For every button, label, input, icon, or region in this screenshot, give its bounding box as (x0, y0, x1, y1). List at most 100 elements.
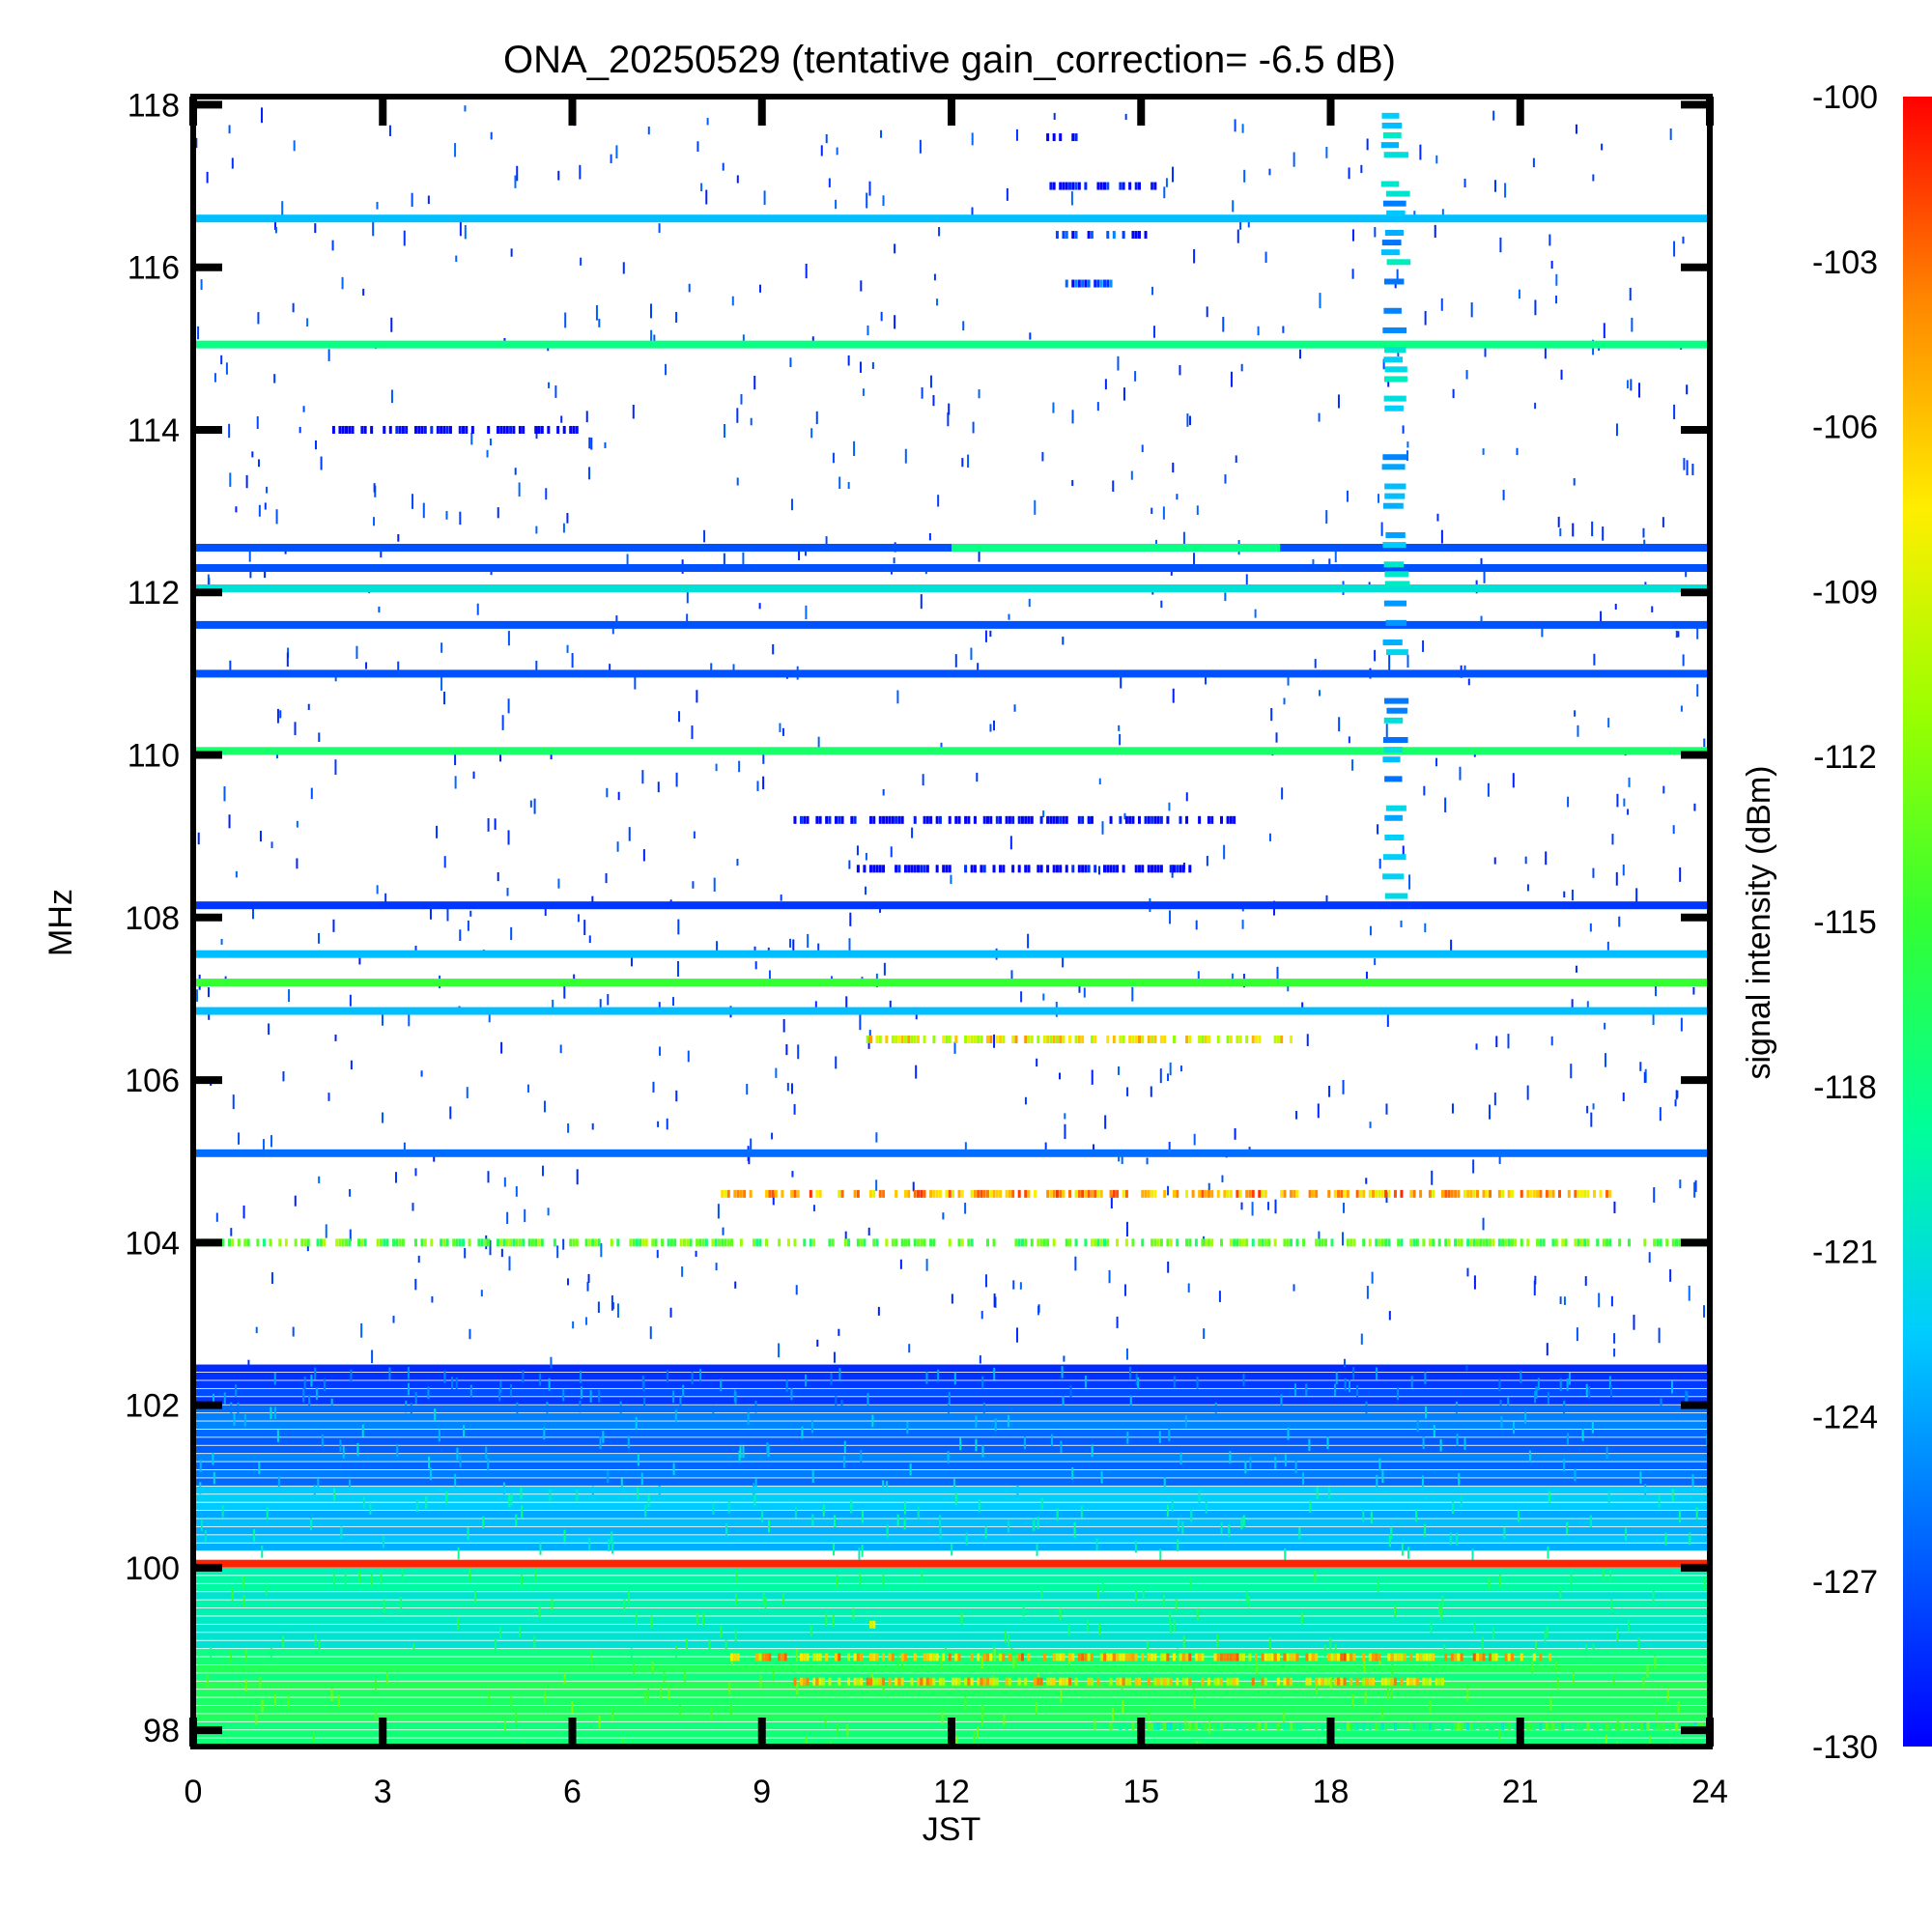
band-106.85mhz (193, 1007, 1710, 1015)
noise-speck (1637, 1636, 1640, 1650)
intermittent-mark (341, 1238, 345, 1247)
signal-speck (1484, 341, 1487, 357)
intermittent-mark (1046, 1189, 1050, 1198)
intermittent-mark (1599, 1189, 1603, 1198)
signal-speck (1264, 251, 1267, 263)
intermittent-mark (1131, 815, 1135, 824)
intermittent-mark (1159, 865, 1163, 873)
signal-speck (871, 361, 874, 369)
intermittent-mark (913, 1238, 917, 1247)
intermittent-mark (1172, 1721, 1176, 1730)
intermittent-mark (395, 425, 399, 434)
intermittent-mark (1185, 1238, 1189, 1247)
intermittent-mark (1346, 1238, 1350, 1247)
intermittent-mark (828, 1677, 832, 1686)
noise-speck (1458, 1472, 1461, 1486)
intermittent-mark (1109, 1721, 1113, 1730)
signal-speck (1064, 1113, 1066, 1120)
intermittent-mark (1014, 1238, 1018, 1247)
signal-speck (1268, 168, 1271, 176)
intermittent-mark (1201, 1189, 1205, 1198)
noise-row (193, 1526, 1710, 1535)
intermittent-mark (1621, 1721, 1625, 1730)
intermittent-mark (1355, 1677, 1359, 1686)
signal-speck (1686, 460, 1689, 476)
intermittent-mark (1207, 1036, 1210, 1043)
intermittent-mark (1602, 1238, 1605, 1247)
intermittent-mark (1226, 1653, 1230, 1662)
noise-speck (867, 1393, 869, 1406)
intermittent-mark (765, 1238, 769, 1247)
signal-speck (1380, 522, 1383, 536)
intermittent-mark (897, 1677, 901, 1686)
intermittent-mark (1608, 1238, 1612, 1247)
signal-speck (516, 165, 519, 182)
noise-speck (1689, 1532, 1691, 1546)
intermittent-mark (1065, 1677, 1068, 1686)
noise-speck (1671, 1380, 1674, 1394)
signal-speck (1423, 785, 1426, 796)
vertical-mark (1381, 464, 1406, 470)
intermittent-mark (497, 1238, 499, 1247)
noise-speck (1566, 1522, 1569, 1535)
signal-speck (1680, 1017, 1683, 1032)
intermittent-mark (696, 1238, 699, 1247)
intermittent-mark (948, 1653, 952, 1662)
signal-speck (1493, 1093, 1496, 1106)
intermittent-mark (1437, 1677, 1441, 1686)
noise-row (193, 1494, 1710, 1502)
intermittent-mark (1062, 1653, 1065, 1662)
intermittent-mark (1454, 1238, 1458, 1247)
intermittent-mark (1052, 1189, 1056, 1198)
signal-speck (838, 476, 841, 490)
signal-speck (1502, 490, 1505, 500)
signal-speck (853, 440, 856, 457)
colorbar-tick-label: -115 (1813, 904, 1877, 941)
intermittent-mark (1116, 865, 1120, 873)
intermittent-mark (1068, 182, 1072, 190)
intermittent-mark (853, 815, 857, 824)
intermittent-mark (1350, 1238, 1353, 1247)
intermittent-mark (1055, 1653, 1059, 1662)
intermittent-mark (1327, 1653, 1331, 1662)
noise-speck (794, 1505, 797, 1519)
intermittent-mark (1372, 1677, 1376, 1686)
noise-speck (1559, 1378, 1562, 1391)
vertical-mark (1383, 307, 1402, 314)
signal-speck (433, 1153, 436, 1162)
signal-speck (1195, 920, 1198, 930)
signal-speck (1120, 675, 1122, 689)
noise-speck (781, 1593, 784, 1606)
intermittent-mark (847, 1653, 851, 1662)
signal-speck (1267, 1202, 1270, 1210)
intermittent-mark (815, 1677, 819, 1686)
intermittent-mark (1074, 182, 1078, 190)
intermittent-mark (1409, 1677, 1413, 1686)
noise-row (193, 1697, 1710, 1706)
signal-speck (293, 140, 296, 152)
noise-speck (1284, 1548, 1287, 1561)
noise-speck (213, 1393, 215, 1406)
signal-speck (1206, 855, 1208, 867)
intermittent-mark (398, 425, 402, 434)
intermittent-mark (1542, 1238, 1546, 1247)
signal-speck (1167, 1073, 1170, 1082)
noise-speck (1456, 1533, 1459, 1546)
noise-speck (602, 1431, 605, 1443)
colorbar-tick-label: -121 (1812, 1235, 1878, 1271)
noise-speck (668, 1688, 670, 1701)
intermittent-mark (907, 1036, 911, 1043)
noise-speck (975, 1438, 978, 1452)
intermittent-mark (843, 1238, 847, 1247)
intermittent-mark (1020, 815, 1024, 824)
intermittent-mark (442, 425, 446, 434)
signal-speck (1169, 1062, 1172, 1076)
intermittent-mark (1141, 1189, 1145, 1198)
noise-speck (1158, 1431, 1161, 1443)
intermittent-mark (499, 425, 503, 434)
noise-speck (917, 1506, 920, 1520)
signal-speck (675, 772, 678, 787)
noise-speck (954, 1492, 957, 1505)
noise-row (193, 1454, 1710, 1462)
intermittent-mark (388, 425, 392, 434)
